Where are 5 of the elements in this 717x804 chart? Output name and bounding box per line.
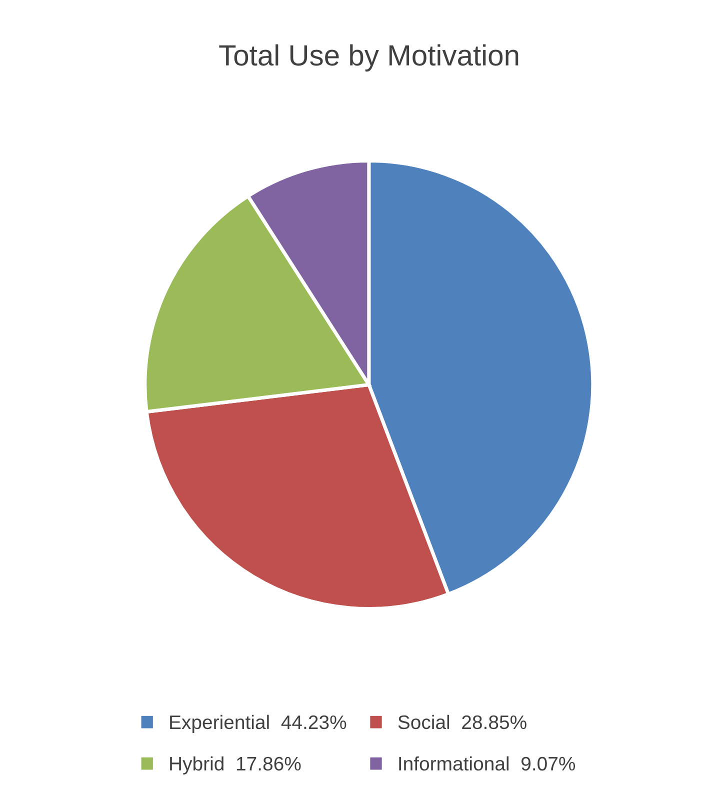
chart-title: Total Use by Motivation <box>219 44 518 72</box>
legend-label: Social 28.85% <box>398 714 526 730</box>
legend-label: Hybrid 17.86% <box>170 756 301 774</box>
legend-label: Informational 9.07% <box>399 756 576 771</box>
legend-label: Experiential 44.23% <box>170 714 346 733</box>
